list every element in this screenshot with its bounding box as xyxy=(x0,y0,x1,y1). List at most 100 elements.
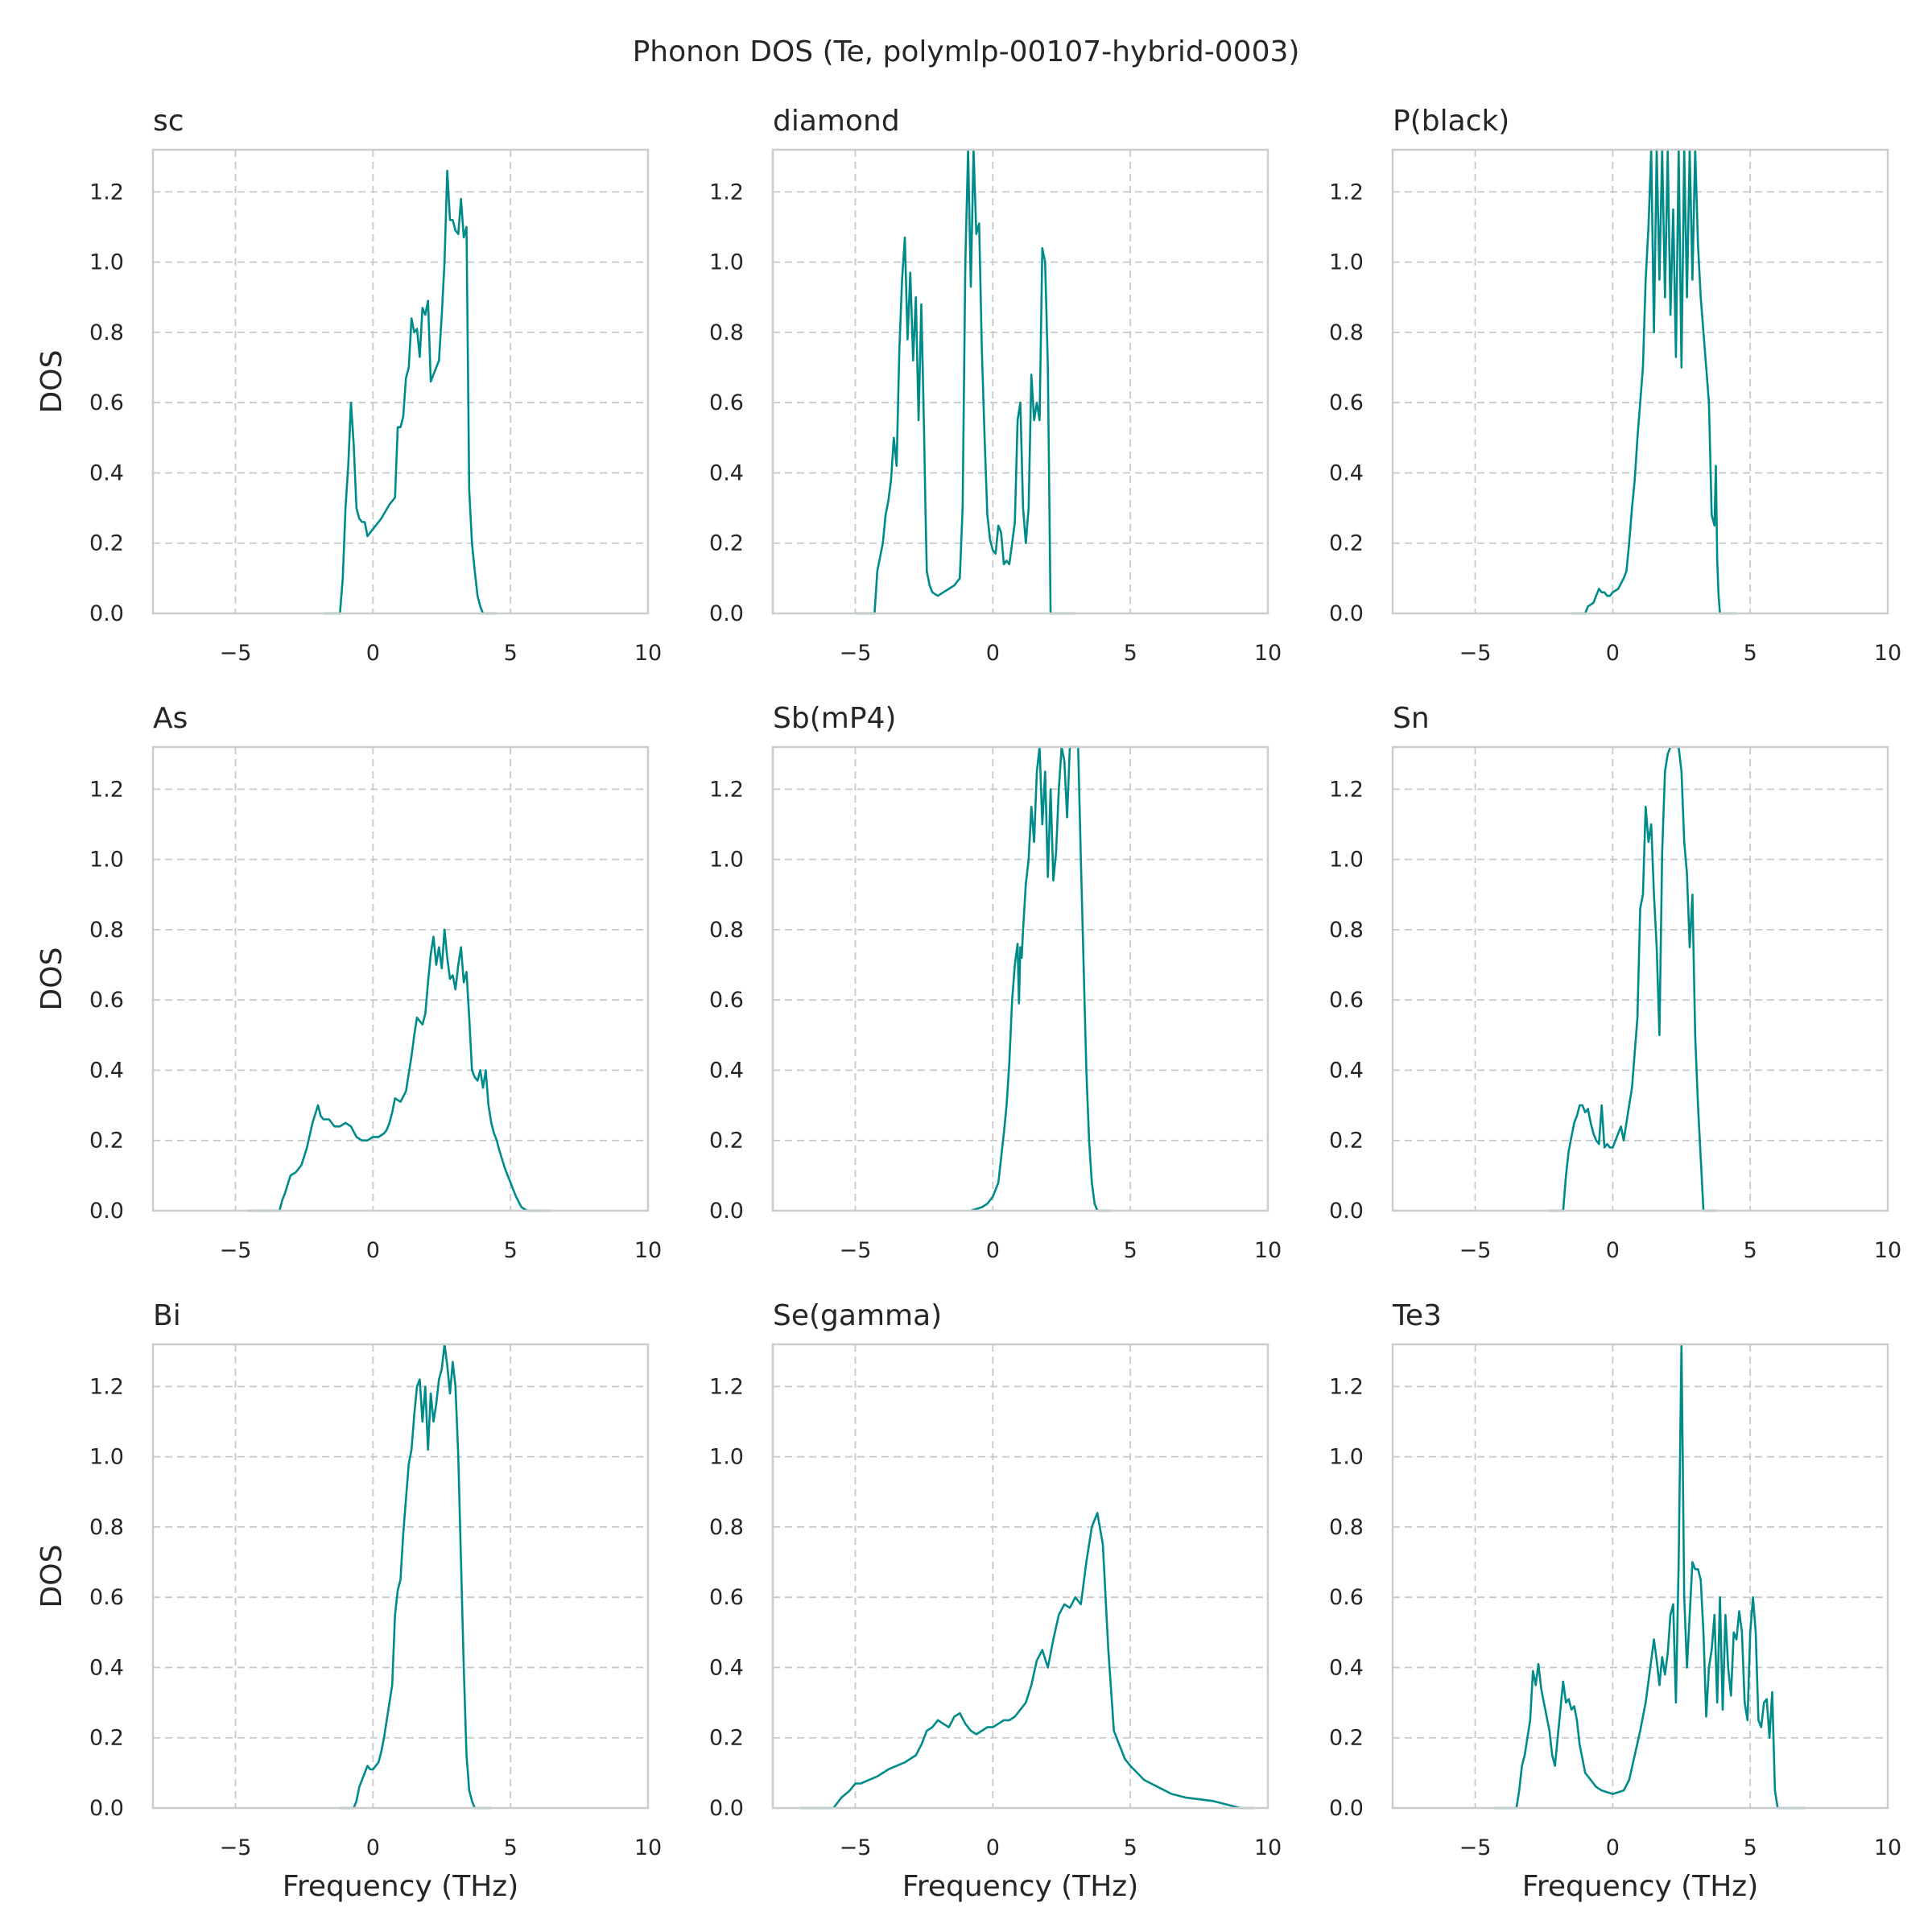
y-tick-label: 1.0 xyxy=(709,848,744,873)
subplot-2: diamond −5 0 5 10 0.0 0.2 0.4 0.6 0.8 1.0 1.2 xyxy=(709,105,1282,666)
subplot-grid: sc −5 0 5 10 0.0 0.2 0.4 0.6 0.8 1.0 1.2 DOS diamond −… xyxy=(35,105,1901,1903)
y-tick-label: 1.0 xyxy=(89,1445,124,1470)
subplot-4: As −5 0 5 10 0.0 0.2 0.4 0.6 0.8 1.0 1.2 DOS xyxy=(35,702,662,1263)
y-tick-label: 0.2 xyxy=(709,1726,744,1751)
dos-line xyxy=(249,928,552,1212)
y-tick-label: 0.6 xyxy=(1329,988,1364,1013)
y-tick-label: 0.0 xyxy=(1329,1199,1364,1224)
subplot-title: Bi xyxy=(153,1299,181,1332)
subplot-title: P(black) xyxy=(1393,105,1509,138)
y-axis-label: DOS xyxy=(35,947,68,1011)
dos-line xyxy=(970,745,1112,1212)
y-tick-label: 1.2 xyxy=(1329,777,1364,802)
x-tick-label: 0 xyxy=(366,1835,380,1860)
y-tick-label: 0.6 xyxy=(709,988,744,1013)
dos-line xyxy=(340,1343,492,1810)
y-tick-label: 0.2 xyxy=(89,1129,124,1154)
x-tick-label: 0 xyxy=(366,1238,380,1263)
x-tick-label: −5 xyxy=(1459,1238,1492,1263)
y-tick-label: 0.6 xyxy=(1329,1585,1364,1610)
axes-frame xyxy=(1391,148,1889,615)
axes-frame xyxy=(771,1343,1269,1810)
y-tick-label: 0.2 xyxy=(1329,1129,1364,1154)
x-tick-label: −5 xyxy=(220,1835,252,1860)
subplot-title: Se(gamma) xyxy=(773,1299,942,1332)
subplot-title: As xyxy=(153,702,188,735)
y-tick-label: 0.4 xyxy=(1329,460,1364,485)
y-tick-label: 0.8 xyxy=(709,918,744,943)
y-tick-label: 0.6 xyxy=(709,390,744,415)
axes-frame xyxy=(771,148,1269,615)
x-tick-label: 5 xyxy=(1744,1835,1757,1860)
figure-suptitle: Phonon DOS (Te, polymlp-00107-hybrid-000… xyxy=(633,35,1300,68)
x-tick-label: −5 xyxy=(1459,1835,1492,1860)
y-tick-label: 1.0 xyxy=(709,250,744,275)
subplot-9: Te3 −5 0 5 10 0.0 0.2 0.4 0.6 0.8 1.0 1.2 Frequency … xyxy=(1329,1299,1901,1903)
x-tick-label: 5 xyxy=(504,1835,518,1860)
axes-frame xyxy=(771,745,1269,1212)
y-tick-label: 0.6 xyxy=(89,1585,124,1610)
x-tick-label: 0 xyxy=(986,641,1000,666)
x-tick-label: 0 xyxy=(986,1238,1000,1263)
y-tick-label: 0.8 xyxy=(89,918,124,943)
x-tick-label: 10 xyxy=(1254,1238,1282,1263)
x-tick-label: 5 xyxy=(1124,1835,1137,1860)
y-tick-label: 0.0 xyxy=(89,1199,124,1224)
y-tick-label: 0.4 xyxy=(89,1655,124,1680)
x-tick-label: 10 xyxy=(1874,641,1901,666)
y-tick-label: 1.2 xyxy=(1329,180,1364,204)
x-axis-label: Frequency (THz) xyxy=(283,1870,518,1903)
subplot-title: diamond xyxy=(773,105,900,138)
x-tick-label: 10 xyxy=(634,1238,662,1263)
x-tick-label: 10 xyxy=(1874,1238,1901,1263)
y-tick-label: 0.2 xyxy=(89,1726,124,1751)
y-tick-label: 1.2 xyxy=(89,1374,124,1399)
y-tick-label: 1.0 xyxy=(1329,250,1364,275)
y-tick-label: 0.6 xyxy=(89,988,124,1013)
subplot-3: P(black) −5 0 5 10 0.0 0.2 0.4 0.6 0.8 1.0 1.2 xyxy=(1329,105,1901,666)
y-tick-label: 0.2 xyxy=(89,531,124,556)
y-tick-label: 0.4 xyxy=(1329,1655,1364,1680)
x-tick-label: −5 xyxy=(840,641,872,666)
dos-line xyxy=(1571,148,1737,615)
dos-line xyxy=(800,1512,1254,1810)
x-tick-label: 5 xyxy=(504,641,518,666)
y-tick-label: 0.0 xyxy=(89,1796,124,1821)
y-tick-label: 0.0 xyxy=(1329,601,1364,626)
y-tick-label: 1.0 xyxy=(709,1445,744,1470)
x-tick-label: −5 xyxy=(220,641,252,666)
y-tick-label: 0.4 xyxy=(709,1655,744,1680)
y-tick-label: 0.4 xyxy=(89,1058,124,1083)
x-tick-label: 0 xyxy=(1606,1835,1620,1860)
x-tick-label: −5 xyxy=(840,1238,872,1263)
y-tick-label: 0.8 xyxy=(89,1515,124,1540)
y-tick-label: 0.8 xyxy=(709,1515,744,1540)
y-tick-label: 0.4 xyxy=(709,460,744,485)
x-tick-label: 0 xyxy=(1606,1238,1620,1263)
subplot-8: Se(gamma) −5 0 5 10 0.0 0.2 0.4 0.6 0.8 1.0 1.2 Freq… xyxy=(709,1299,1282,1903)
axes-frame xyxy=(151,745,650,1212)
y-tick-label: 0.8 xyxy=(1329,1515,1364,1540)
x-tick-label: 5 xyxy=(1124,641,1137,666)
dos-line xyxy=(1494,1343,1806,1810)
axes-frame xyxy=(1391,1343,1889,1810)
subplot-6: Sn −5 0 5 10 0.0 0.2 0.4 0.6 0.8 1.0 1.2 xyxy=(1329,702,1901,1263)
x-tick-label: −5 xyxy=(1459,641,1492,666)
x-tick-label: 10 xyxy=(1254,641,1282,666)
y-tick-label: 0.8 xyxy=(1329,320,1364,345)
y-tick-label: 0.2 xyxy=(1329,531,1364,556)
dos-line xyxy=(855,148,1075,615)
y-tick-label: 0.4 xyxy=(1329,1058,1364,1083)
y-tick-label: 0.0 xyxy=(709,1796,744,1821)
y-tick-label: 0.2 xyxy=(1329,1726,1364,1751)
x-tick-label: 0 xyxy=(986,1835,1000,1860)
y-tick-label: 0.4 xyxy=(709,1058,744,1083)
y-tick-label: 0.6 xyxy=(89,390,124,415)
y-tick-label: 0.4 xyxy=(89,460,124,485)
y-tick-label: 0.8 xyxy=(709,320,744,345)
x-axis-label: Frequency (THz) xyxy=(902,1870,1138,1903)
x-tick-label: 5 xyxy=(504,1238,518,1263)
dos-line xyxy=(323,169,497,615)
